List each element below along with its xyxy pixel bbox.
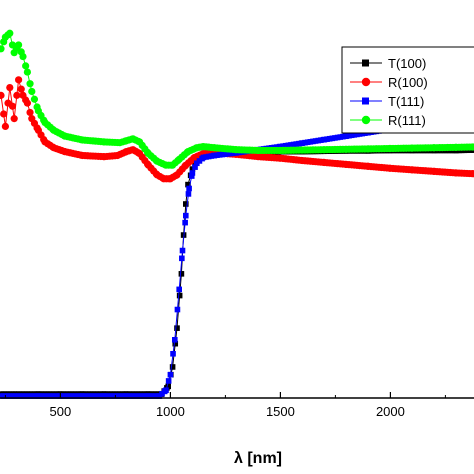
data-point-T(100) (185, 181, 191, 188)
x-tick-label-1500: 1500 (266, 404, 295, 419)
legend-label-T(100): T(100) (388, 56, 426, 71)
ticks-layer: 500 1000 1500 2000 (4, 392, 446, 419)
data-point-R(111) (23, 68, 31, 76)
data-point-T(111) (183, 212, 189, 219)
data-point-T(100) (169, 364, 176, 370)
data-point-R(111) (6, 29, 14, 37)
data-point-R(100) (26, 108, 34, 117)
data-point-T(100) (174, 325, 180, 331)
data-point-R(100) (15, 76, 23, 84)
data-point-T(111) (165, 378, 172, 384)
data-point-R(100) (23, 99, 31, 107)
legend-marker-R(100) (361, 77, 371, 87)
data-point-R(100) (6, 84, 14, 92)
legend-marker-T(100) (362, 59, 369, 67)
legend-label-R(111): R(111) (388, 113, 426, 128)
data-point-R(100) (470, 170, 474, 178)
data-point-R(100) (17, 85, 25, 93)
data-point-T(111) (189, 170, 196, 176)
data-point-R(100) (13, 91, 21, 99)
data-point-T(111) (167, 371, 174, 378)
data-point-T(111) (192, 164, 198, 170)
data-point-R(100) (8, 102, 17, 110)
legend-items: T(100) R(100) T(111) R(111) (350, 56, 428, 128)
data-point-R(100) (10, 115, 18, 123)
data-point-T(111) (174, 306, 181, 313)
data-point-R(100) (1, 122, 9, 130)
data-point-T(111) (188, 173, 195, 179)
x-tick-label-1000: 1000 (156, 404, 185, 419)
legend: T(100) R(100) T(111) R(111) (341, 46, 474, 134)
data-point-T(111) (163, 387, 169, 394)
data-point-T(111) (176, 286, 182, 293)
x-tick-label-2000: 2000 (376, 404, 405, 419)
data-point-T(100) (183, 201, 189, 207)
series-layer (0, 29, 474, 399)
data-point-T(111) (170, 350, 176, 357)
legend-marker-R(111) (361, 115, 371, 125)
series-R(100) (0, 76, 474, 183)
data-point-R(111) (470, 143, 474, 151)
x-tick-label-500: 500 (50, 404, 72, 419)
data-point-R(100) (0, 91, 5, 99)
data-point-T(100) (172, 340, 179, 347)
data-point-T(100) (165, 383, 171, 390)
data-point-T(111) (179, 247, 186, 254)
data-point-T(100) (178, 271, 185, 277)
data-point-R(111) (26, 80, 34, 88)
data-point-R(111) (0, 45, 5, 53)
data-point-T(111) (182, 219, 188, 226)
data-point-T(111) (179, 255, 185, 262)
data-point-T(111) (172, 337, 178, 343)
data-point-R(111) (28, 87, 36, 96)
legend-marker-T(111) (362, 97, 369, 105)
series-R(111) (0, 29, 474, 169)
data-point-R(111) (19, 52, 27, 61)
data-point-R(100) (0, 110, 8, 118)
x-axis-title: λ [nm] (234, 450, 282, 467)
data-point-T(111) (185, 191, 192, 197)
data-point-T(111) (186, 185, 192, 192)
data-point-R(111) (30, 95, 39, 103)
legend-label-T(111): T(111) (388, 94, 424, 109)
data-point-R(111) (15, 41, 23, 49)
data-point-T(100) (176, 292, 183, 299)
legend-label-R(100): R(100) (388, 75, 428, 90)
data-point-R(111) (22, 62, 30, 70)
